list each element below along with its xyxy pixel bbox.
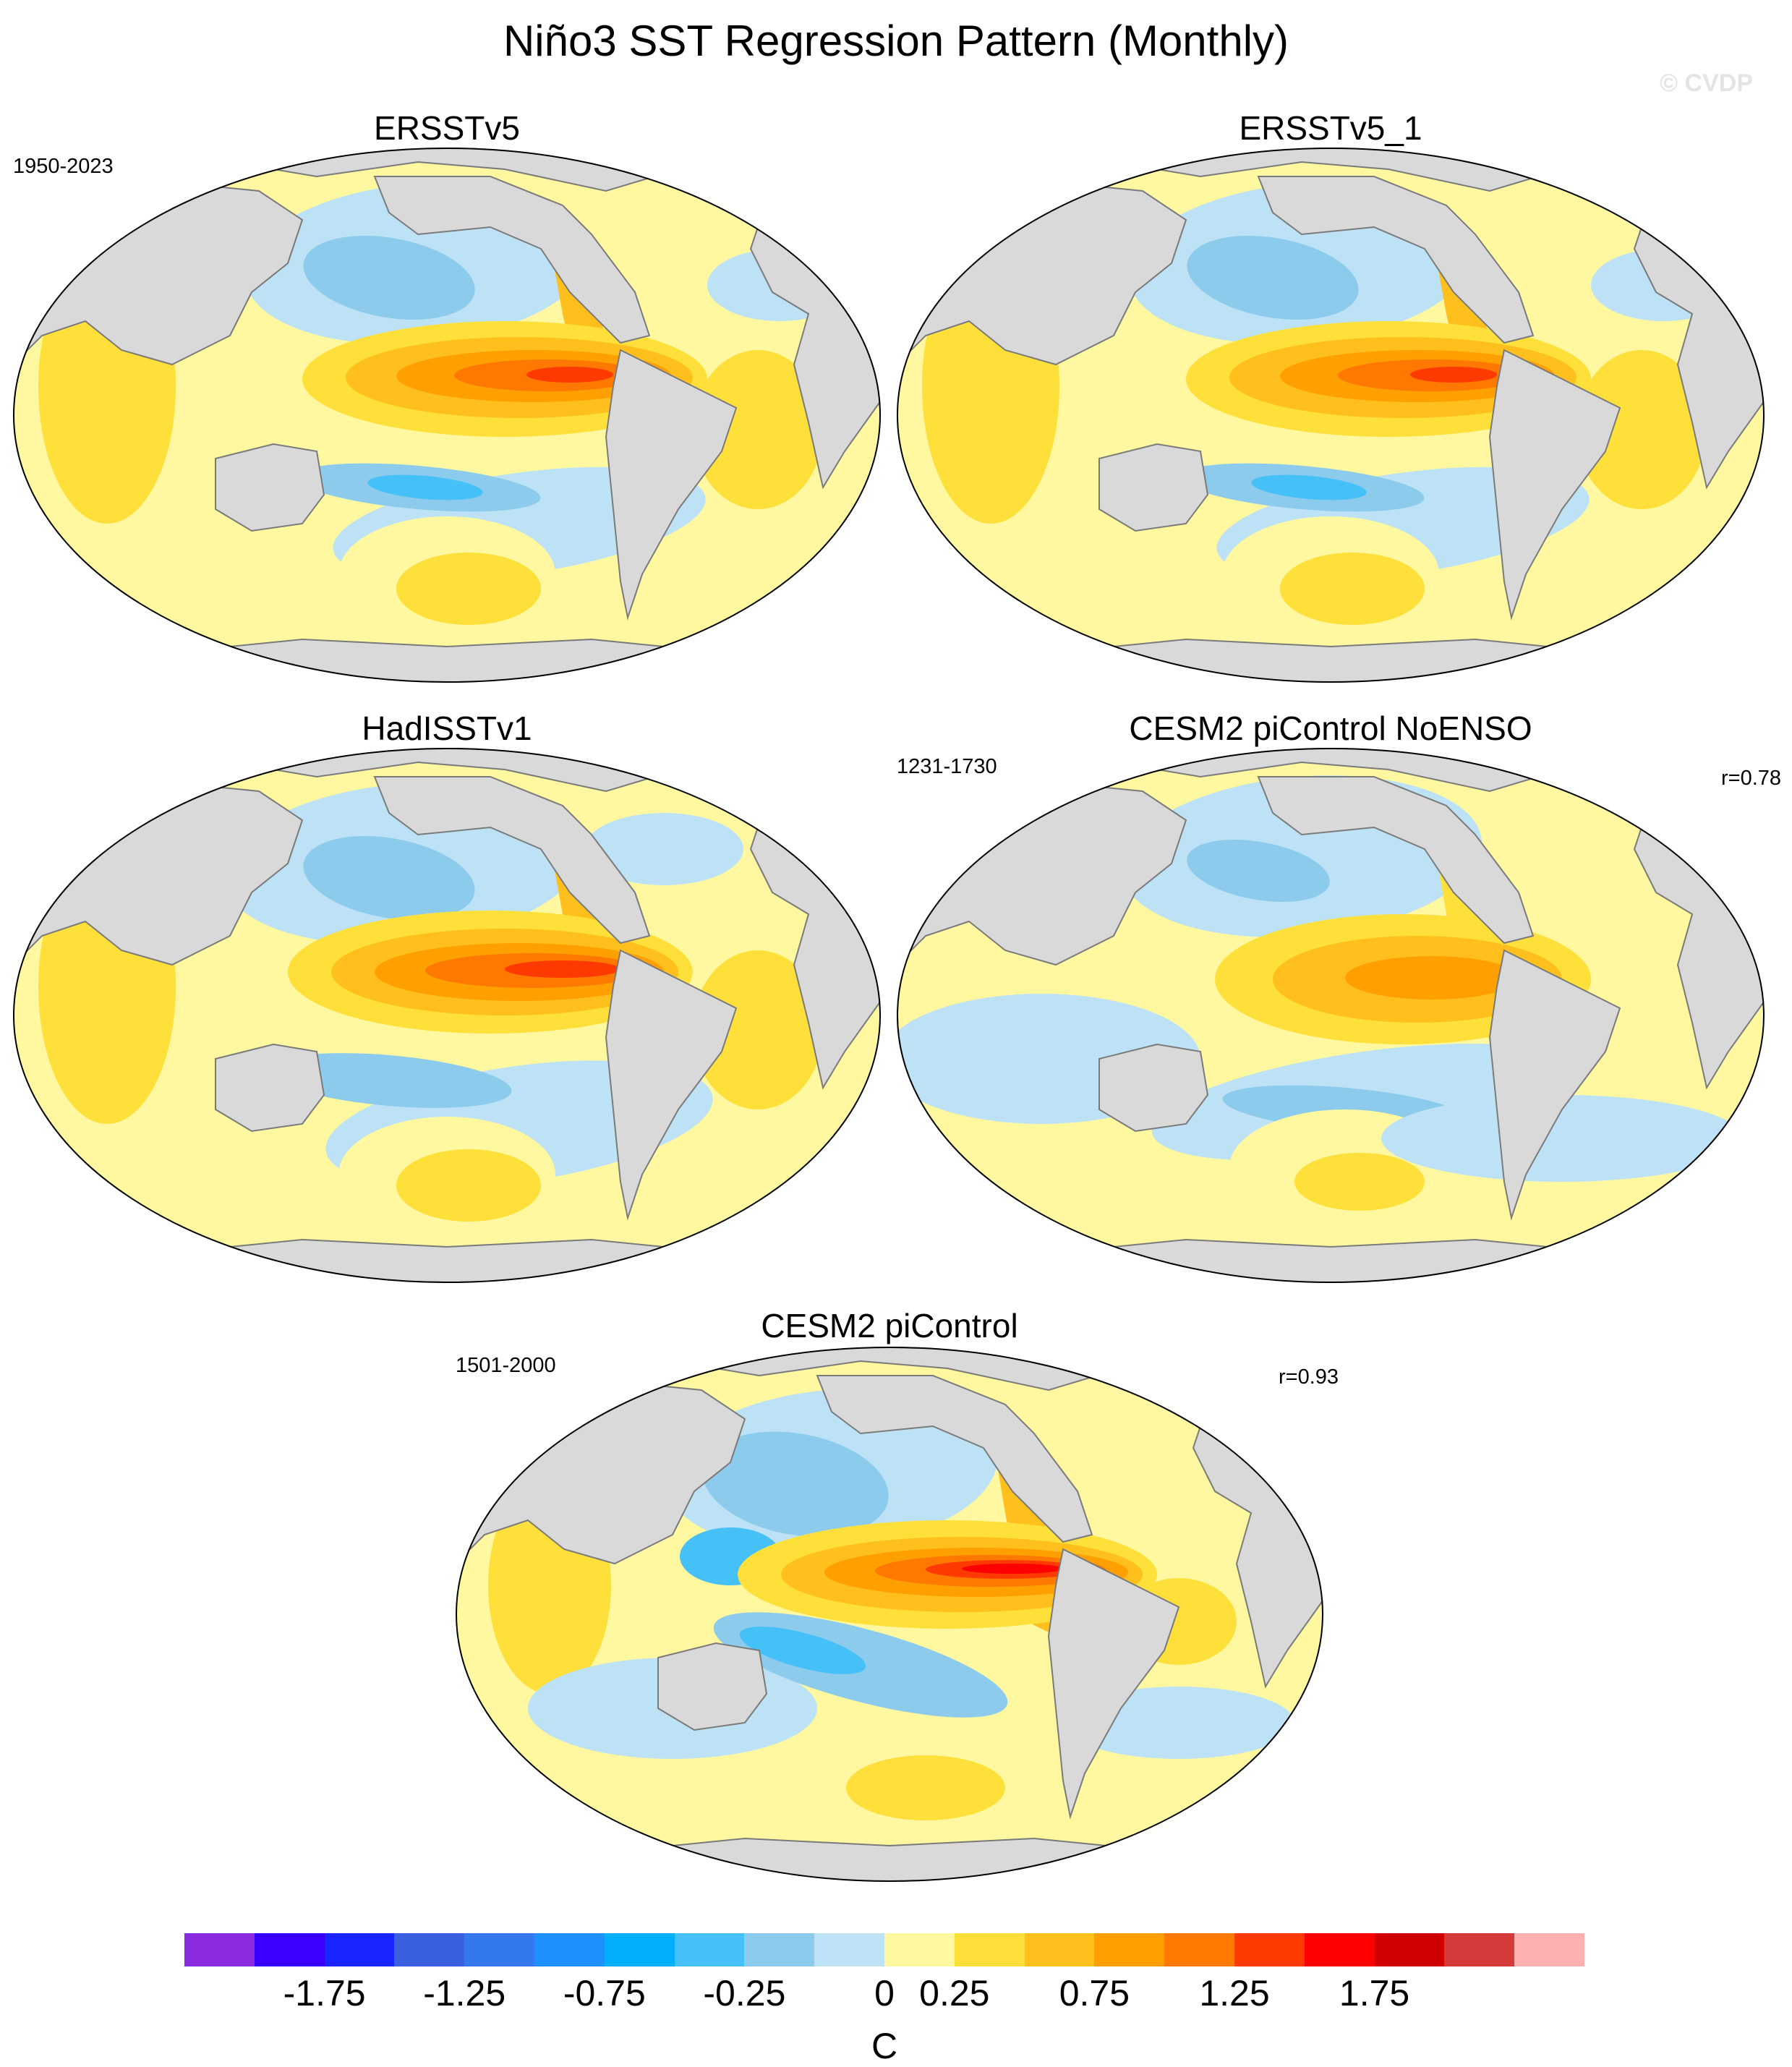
warm-south-pacific-core: [396, 1149, 541, 1222]
warm-south-pacific-core: [1294, 1153, 1425, 1211]
cool-spcz-core: [739, 1627, 866, 1674]
north-america-land: [373, 776, 651, 945]
watermark: © CVDP: [1660, 69, 1753, 97]
antarctica-land: [13, 638, 881, 683]
map-panel-ersstv5-1: [897, 148, 1765, 683]
north-america-land: [1257, 776, 1535, 945]
panel-r-cesm2-picontrol-noenso: r=0.78: [1721, 767, 1782, 790]
map-panel-ersstv5: [13, 148, 881, 683]
colorbar-box: [674, 1933, 745, 1966]
colorbar-tick-label: -1.25: [423, 1973, 506, 2013]
north-america-land: [816, 1375, 1093, 1543]
panel-title-ersstv5-1: ERSSTv5_1: [1239, 109, 1422, 147]
south-america-land: [1488, 349, 1621, 621]
equatorial-warm-tongue: [505, 960, 620, 978]
colorbar-box: [394, 1933, 465, 1966]
panel-period-cesm2-picontrol: 1501-2000: [456, 1354, 556, 1377]
south-america-land: [1488, 949, 1621, 1221]
colorbar-box: [954, 1933, 1025, 1966]
warm-south-atlantic: [693, 950, 823, 1109]
colorbar-tick-label: 0: [874, 1973, 895, 2013]
panel-period-ersstv5: 1950-2023: [13, 155, 114, 178]
colorbar-box: [884, 1933, 955, 1966]
equatorial-warm-tongue: [962, 1564, 1063, 1574]
panel-period-cesm2-picontrol-noenso: 1231-1730: [897, 755, 997, 778]
panel-r-cesm2-picontrol: r=0.93: [1279, 1365, 1339, 1389]
map-outline: [897, 748, 1765, 1283]
colorbar-box: [1514, 1933, 1584, 1966]
cool-north-pacific-core: [303, 835, 475, 921]
antarctica-land: [13, 1238, 881, 1283]
colorbar-tick-label: -0.75: [563, 1973, 646, 2013]
panel-title-cesm2-picontrol: CESM2 piControl: [761, 1307, 1018, 1344]
australia-land: [215, 443, 325, 532]
map-outline: [456, 1347, 1323, 1882]
colorbar-box: [1094, 1933, 1165, 1966]
colorbar-box: [1024, 1933, 1095, 1966]
warm-south-atlantic: [693, 350, 823, 509]
colorbar-box: [1234, 1933, 1305, 1966]
cool-spcz-core: [367, 474, 483, 500]
australia-land: [1098, 443, 1209, 532]
colorbar-tick-label: 0.25: [919, 1973, 990, 2013]
cool-north-pacific-core: [1187, 235, 1359, 320]
cool-north-pacific-core: [303, 235, 475, 320]
colorbar-tick-label: -0.25: [703, 1973, 786, 2013]
colorbar: [184, 1933, 1584, 1966]
south-america-land: [1047, 1548, 1180, 1820]
colorbar-box: [744, 1933, 815, 1966]
map-outline: [13, 148, 881, 683]
south-america-land: [605, 949, 738, 1221]
panel-title-hadisstv1: HadISSTv1: [362, 709, 532, 747]
figure-title: Niño3 SST Regression Pattern (Monthly): [503, 17, 1289, 65]
colorbar-tick-label: -1.75: [283, 1973, 366, 2013]
colorbar-unit: C: [871, 2026, 898, 2066]
antarctica-land: [456, 1837, 1323, 1882]
cool-north-pacific-core: [1187, 839, 1330, 903]
map-outline: [897, 148, 1765, 683]
cool-north-atlantic: [584, 813, 743, 885]
colorbar-box: [1164, 1933, 1234, 1966]
colorbar-box: [534, 1933, 605, 1966]
colorbar-box: [814, 1933, 884, 1966]
equatorial-warm-tongue: [1410, 367, 1497, 383]
colorbar-tick-label: 1.25: [1199, 1973, 1270, 2013]
colorbar-box: [324, 1933, 395, 1966]
map-panel-hadisstv1: [13, 748, 881, 1283]
australia-land: [215, 1043, 325, 1133]
panel-title-cesm2-picontrol-noenso: CESM2 piControl NoENSO: [1129, 709, 1532, 747]
south-america-land: [605, 349, 738, 621]
colorbar-box: [184, 1933, 255, 1966]
colorbar-box: [604, 1933, 675, 1966]
australia-land: [1098, 1043, 1209, 1133]
warm-south-pacific-core: [1280, 553, 1425, 625]
australia-land: [657, 1642, 768, 1731]
colorbar-tick-label: 0.75: [1059, 1973, 1130, 2013]
warm-south-atlantic: [1576, 350, 1707, 509]
colorbar-box: [1304, 1933, 1375, 1966]
warm-south-pacific-core: [396, 553, 541, 625]
warm-south-pacific-core: [846, 1755, 1005, 1820]
colorbar-tick-label: 1.75: [1339, 1973, 1410, 2013]
north-america-land: [1257, 176, 1535, 344]
cool-spcz-core: [1251, 474, 1367, 500]
north-america-land: [373, 176, 651, 344]
cool-spcz-band: [266, 1053, 512, 1108]
antarctica-land: [897, 638, 1765, 683]
antarctica-land: [897, 1238, 1765, 1283]
equatorial-warm-tongue: [1345, 956, 1519, 1000]
map-outline: [13, 748, 881, 1283]
panel-title-ersstv5: ERSSTv5: [374, 109, 520, 147]
map-panel-cesm2-picontrol: [456, 1347, 1323, 1882]
colorbar-box: [1444, 1933, 1515, 1966]
map-panel-cesm2-picontrol-noenso: [897, 748, 1765, 1283]
cool-north-pacific-core: [702, 1431, 889, 1537]
colorbar-box: [1374, 1933, 1445, 1966]
colorbar-box: [464, 1933, 534, 1966]
cool-south-atlantic: [1381, 1095, 1743, 1182]
equatorial-warm-tongue: [526, 367, 613, 383]
colorbar-box: [254, 1933, 325, 1966]
